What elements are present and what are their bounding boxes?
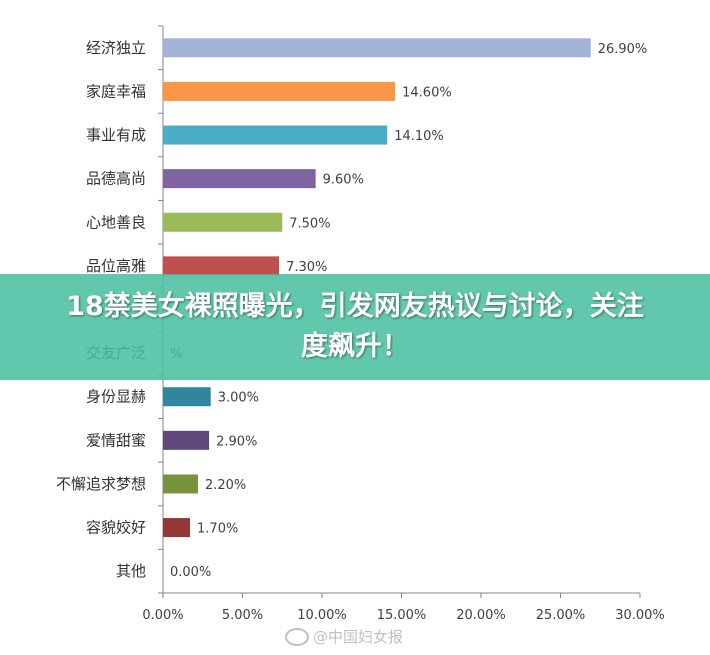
weibo-logo-icon	[285, 627, 309, 646]
value-label: 7.50%	[289, 216, 330, 231]
value-label: 14.60%	[402, 85, 452, 100]
value-label: 2.90%	[216, 434, 257, 449]
bar	[163, 212, 283, 232]
x-tick-label: 15.00%	[377, 608, 427, 623]
category-label: 品位高雅	[86, 257, 146, 275]
value-label: 3.00%	[218, 391, 259, 406]
bar	[163, 474, 198, 494]
value-label: 2.20%	[205, 478, 246, 493]
category-label: 身份显赫	[86, 388, 146, 406]
bar	[163, 125, 388, 145]
bar	[163, 430, 210, 450]
value-label: 14.10%	[394, 129, 444, 144]
x-tick-label: 25.00%	[536, 608, 586, 623]
value-label: 7.30%	[286, 260, 327, 275]
x-tick-label: 0.00%	[142, 608, 183, 623]
category-label: 爱情甜蜜	[86, 431, 146, 449]
bar	[163, 256, 280, 276]
x-tick-label: 10.00%	[297, 608, 347, 623]
bar	[163, 81, 396, 101]
bar	[163, 38, 591, 58]
x-tick-label: 30.00%	[615, 608, 665, 623]
x-tick-label: 20.00%	[456, 608, 506, 623]
x-tick-label: 5.00%	[222, 608, 263, 623]
value-label: 1.70%	[197, 522, 238, 537]
headline-text: 18禁美女裸照曝光，引发网友热议与讨论，关注度飙升！	[66, 291, 644, 362]
bar	[163, 387, 211, 407]
value-label: 26.90%	[598, 42, 648, 57]
category-label: 事业有成	[86, 126, 146, 144]
category-label: 经济独立	[86, 39, 146, 57]
category-label: 家庭幸福	[86, 82, 146, 100]
bar	[163, 518, 191, 538]
category-label: 品德高尚	[86, 170, 146, 188]
value-label: 9.60%	[323, 173, 364, 188]
category-label: 容貌姣好	[86, 519, 146, 537]
watermark-text: @中国妇女报	[313, 628, 404, 646]
category-label: 心地善良	[86, 213, 146, 231]
value-label: 0.00%	[170, 565, 211, 580]
bar	[163, 169, 316, 189]
category-label: 其他	[116, 562, 146, 580]
category-label: 不懈追求梦想	[56, 475, 146, 493]
watermark: @中国妇女报	[285, 626, 403, 647]
headline-banner: 18禁美女裸照曝光，引发网友热议与讨论，关注度飙升！	[0, 274, 710, 380]
